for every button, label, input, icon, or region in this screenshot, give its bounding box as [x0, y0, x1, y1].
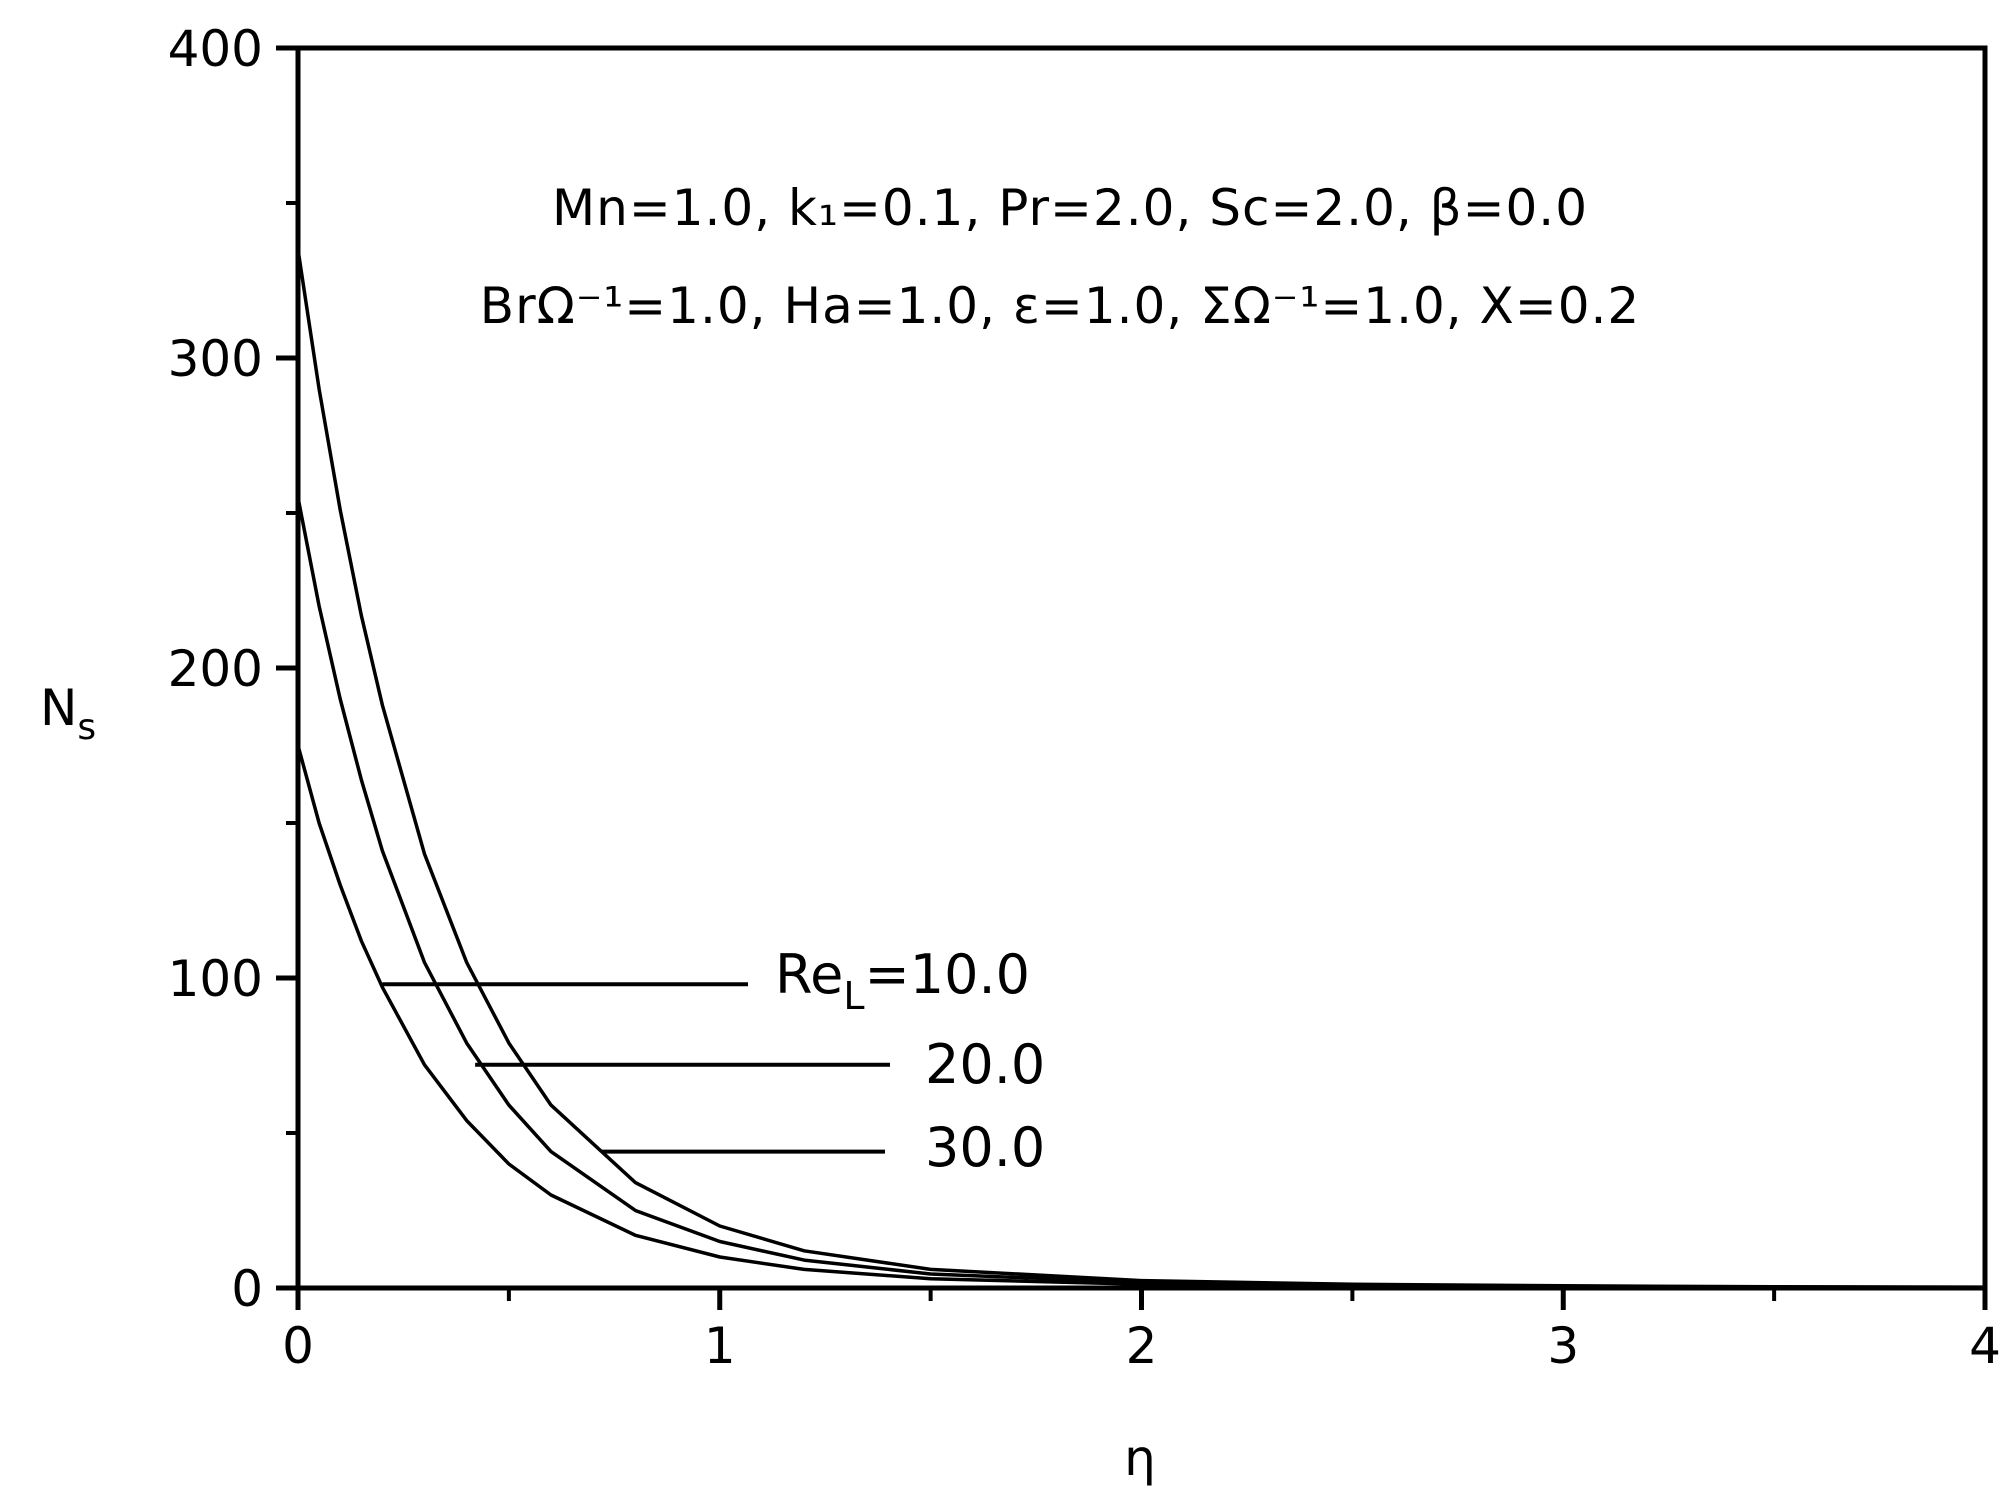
- y-tick-label-3: 300: [168, 330, 263, 388]
- x-tick-label-1: 1: [704, 1317, 736, 1375]
- annotation-line-1: Mn=1.0, k₁=0.1, Pr=2.0, Sc=2.0, β=0.0: [552, 179, 1588, 237]
- series-line-1: [296, 745, 1986, 1290]
- series-line-2: [296, 497, 1986, 1290]
- y-axis-label: Ns: [40, 679, 96, 748]
- series-line-3: [296, 249, 1986, 1289]
- x-axis-ticks: 0 1 2 3 4: [282, 1288, 2001, 1375]
- legend-value-1: 10.0: [910, 943, 1030, 1006]
- y-axis-label-sub: s: [77, 707, 96, 748]
- series-layer: [296, 249, 1986, 1290]
- plot-frame: [295, 45, 1988, 1291]
- legend-label-3: 30.0: [925, 1116, 1045, 1179]
- legend-labels: ReL=10.0 20.0 30.0: [775, 943, 1045, 1179]
- legend-prefix-sub: L: [843, 974, 864, 1018]
- y-tick-label-4: 400: [168, 20, 263, 78]
- leader-lines: [382, 982, 890, 1154]
- legend-prefix: Re: [775, 943, 843, 1006]
- legend-label-1: ReL=10.0: [775, 943, 1030, 1018]
- y-tick-label-0: 0: [231, 1260, 263, 1318]
- annotation-line-2: BrΩ⁻¹=1.0, Ha=1.0, ε=1.0, ΣΩ⁻¹=1.0, X=0.…: [480, 277, 1640, 335]
- y-axis-ticks: 0 100 200 300 400: [168, 20, 298, 1318]
- x-tick-label-2: 2: [1126, 1317, 1158, 1375]
- x-axis-label: η: [1124, 1429, 1156, 1487]
- y-axis-label-main: N: [40, 679, 77, 737]
- x-tick-label-4: 4: [1969, 1317, 2001, 1375]
- y-tick-label-1: 100: [168, 950, 263, 1008]
- x-tick-label-3: 3: [1547, 1317, 1579, 1375]
- x-tick-label-0: 0: [282, 1317, 314, 1375]
- legend-eq: =: [865, 943, 910, 1006]
- legend-label-2: 20.0: [925, 1033, 1045, 1096]
- y-tick-label-2: 200: [168, 640, 263, 698]
